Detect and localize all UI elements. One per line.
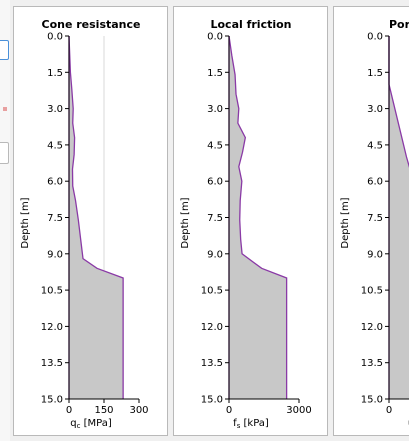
- profile-area: [229, 36, 287, 399]
- y-tick-label: 1.5: [367, 68, 383, 79]
- y-tick-label: 12.0: [201, 322, 223, 333]
- y-tick-label: 12.0: [361, 322, 383, 333]
- x-axis-label: u: [408, 418, 409, 429]
- y-tick-label: 7.5: [367, 213, 383, 224]
- x-tick-label: 0: [66, 405, 72, 416]
- sidebar-tab[interactable]: [0, 40, 9, 60]
- sidebar-marker: [3, 107, 7, 111]
- x-tick-label: 150: [94, 405, 113, 416]
- y-tick-label: 4.5: [47, 140, 63, 151]
- y-tick-label: 6.0: [47, 177, 63, 188]
- y-tick-label: 12.0: [41, 322, 63, 333]
- chart-title: Local friction: [210, 18, 291, 31]
- profile-area: [389, 36, 409, 399]
- sidebar-tab[interactable]: [0, 142, 9, 164]
- x-axis-label: fs [kPa]: [233, 418, 269, 430]
- y-tick-label: 3.0: [47, 104, 63, 115]
- axes-layer: 0.0 1.5 3.0 4.5 6.0 7.5 9.0 10.5 12.0 13.5 15.00 30…: [201, 32, 312, 417]
- chart-svg: Pore pre 0.0 1.5 3.0 4.5 6.0 7.5 9.0 10.5 12.0 13…: [340, 18, 409, 429]
- y-tick-label: 7.5: [47, 213, 63, 224]
- x-axis-label: qc [MPa]: [70, 418, 112, 430]
- y-tick-label: 13.5: [201, 358, 223, 369]
- y-tick-label: 15.0: [41, 395, 63, 406]
- y-tick-label: 15.0: [201, 395, 223, 406]
- axes-layer: 0.0 1.5 3.0 4.5 6.0 7.5 9.0 10.5 12.0 13.5 15.00 15…: [41, 32, 149, 417]
- y-tick-label: 9.0: [47, 249, 63, 260]
- chart-panel-pore-pressure: Pore pre 0.0 1.5 3.0 4.5 6.0 7.5 9.0 10.5 12.0 13…: [333, 6, 409, 436]
- y-tick-label: 15.0: [361, 395, 383, 406]
- y-tick-label: 6.0: [367, 177, 383, 188]
- profile-area: [69, 36, 124, 399]
- y-tick-label: 1.5: [207, 68, 223, 79]
- x-tick-label: 0: [386, 405, 392, 416]
- axes-layer: 0.0 1.5 3.0 4.5 6.0 7.5 9.0 10.5 12.0 13.5 15.00: [361, 32, 409, 416]
- profile-line: [68, 35, 124, 399]
- x-tick-label: 0: [226, 405, 232, 416]
- y-tick-label: 7.5: [207, 213, 223, 224]
- area-layer: [68, 35, 124, 399]
- y-axis-label: Depth [m]: [180, 197, 191, 248]
- chart-svg: Local friction 0.0 1.5 3.0 4.5 6.0 7.5 9.0 10.5…: [180, 18, 312, 430]
- y-tick-label: 4.5: [207, 140, 223, 151]
- profile-line: [228, 35, 288, 399]
- y-tick-label: 6.0: [207, 177, 223, 188]
- area-layer: [228, 35, 288, 399]
- y-axis-label: Depth [m]: [20, 197, 31, 248]
- y-tick-label: 0.0: [367, 32, 383, 43]
- x-tick-label: 300: [129, 405, 148, 416]
- y-tick-label: 0.0: [207, 32, 223, 43]
- y-tick-label: 9.0: [367, 249, 383, 260]
- y-tick-label: 4.5: [367, 140, 383, 151]
- y-tick-label: 10.5: [41, 286, 63, 297]
- chart-panel-cone-resistance: Cone resistance 0.0 1.5 3.0 4.5 6.0 7.5 9.0 10.…: [13, 6, 168, 436]
- chart-title: Cone resistance: [42, 18, 141, 31]
- y-tick-label: 10.5: [361, 286, 383, 297]
- y-tick-label: 13.5: [41, 358, 63, 369]
- y-tick-label: 1.5: [47, 68, 63, 79]
- left-sidebar-strip: [0, 0, 10, 441]
- x-tick-label: 3000: [286, 405, 311, 416]
- y-tick-label: 3.0: [207, 104, 223, 115]
- y-axis-label: Depth [m]: [340, 197, 351, 248]
- y-tick-label: 13.5: [361, 358, 383, 369]
- y-tick-label: 10.5: [201, 286, 223, 297]
- area-layer: [388, 36, 409, 399]
- chart-title: Pore pre: [389, 18, 409, 31]
- y-tick-label: 3.0: [367, 104, 383, 115]
- y-tick-label: 0.0: [47, 32, 63, 43]
- chart-panel-local-friction: Local friction 0.0 1.5 3.0 4.5 6.0 7.5 9.0 10.5…: [173, 6, 328, 436]
- y-tick-label: 9.0: [207, 249, 223, 260]
- chart-svg: Cone resistance 0.0 1.5 3.0 4.5 6.0 7.5 9.0 10.…: [20, 18, 149, 430]
